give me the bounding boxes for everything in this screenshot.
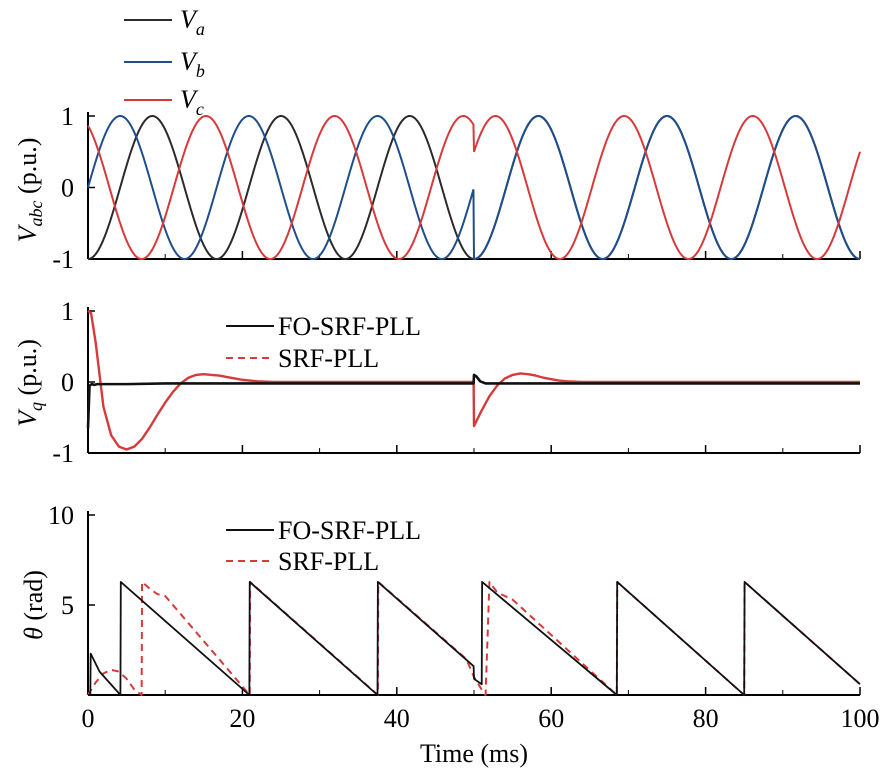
panel-vq-series — [86, 310, 860, 451]
x-tick-label: 40 — [384, 704, 410, 733]
panel-theta-axes: 10 5 0 20 40 60 80 100 — [48, 501, 880, 733]
legend-label-vb: Vb — [180, 47, 205, 81]
series-vc — [87, 114, 861, 261]
panel-vabc: 1 0 -1 Vabc (p.u.) Va Vb Vc — [13, 5, 861, 274]
legend-label-fo-srf-pll: FO-SRF-PLL — [278, 312, 421, 341]
panel-theta-ylabel: θ (rad) — [19, 570, 48, 640]
legend-label-va: Va — [180, 5, 205, 39]
x-tick-label: 100 — [841, 704, 880, 733]
series-vb — [87, 114, 861, 261]
legend-label-srf-pll: SRF-PLL — [278, 344, 379, 373]
legend-label-vc: Vc — [180, 85, 204, 119]
panel-theta-series — [87, 580, 861, 696]
x-tick-label: 80 — [693, 704, 719, 733]
y-tick-label: 1 — [61, 297, 74, 326]
panel-vq-ylabel: Vq (p.u.) — [13, 339, 46, 427]
x-tick-label: 0 — [82, 704, 95, 733]
y-tick-label: -1 — [52, 245, 74, 274]
y-tick-label: 0 — [61, 174, 74, 203]
legend-theta: FO-SRF-PLL SRF-PLL — [226, 516, 421, 576]
y-tick-label: 1 — [61, 102, 74, 131]
legend-vabc: Va Vb Vc — [124, 5, 205, 119]
y-tick-label: -1 — [52, 439, 74, 468]
series-fo-srf-pll — [86, 373, 860, 429]
series-srf-pll — [87, 310, 860, 451]
panel-vabc-series — [87, 114, 861, 261]
legend-vq: FO-SRF-PLL SRF-PLL — [226, 312, 421, 373]
y-tick-label: 10 — [48, 501, 74, 530]
panel-vq: 1 0 -1 Vq (p.u.) FO-SRF-PLL SRF-PLL — [13, 297, 861, 468]
y-tick-label: 5 — [61, 591, 74, 620]
y-tick-label: 0 — [61, 368, 74, 397]
x-tick-label: 60 — [538, 704, 564, 733]
panel-vq-axes: 1 0 -1 — [52, 297, 861, 468]
legend-label-fo-srf-pll: FO-SRF-PLL — [278, 516, 421, 545]
legend-label-srf-pll: SRF-PLL — [278, 547, 379, 576]
series-fo-srf-pll — [88, 581, 861, 696]
x-axis-title: Time (ms) — [420, 739, 528, 768]
panel-theta: 10 5 0 20 40 60 80 100 θ (rad) FO-SRF-PLL SRF-P… — [19, 501, 880, 768]
x-tick-label: 20 — [229, 704, 255, 733]
panel-vabc-ylabel: Vabc (p.u.) — [13, 138, 46, 243]
